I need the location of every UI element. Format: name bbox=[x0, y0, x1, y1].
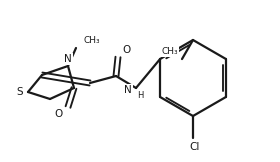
Text: O: O bbox=[122, 45, 130, 55]
Text: CH₃: CH₃ bbox=[84, 36, 101, 45]
Text: N: N bbox=[64, 54, 72, 64]
Text: H: H bbox=[137, 91, 143, 100]
Text: Cl: Cl bbox=[190, 142, 200, 152]
Text: O: O bbox=[55, 109, 63, 119]
Text: S: S bbox=[16, 87, 23, 97]
Text: N: N bbox=[124, 85, 132, 95]
Text: CH₃: CH₃ bbox=[161, 47, 178, 56]
